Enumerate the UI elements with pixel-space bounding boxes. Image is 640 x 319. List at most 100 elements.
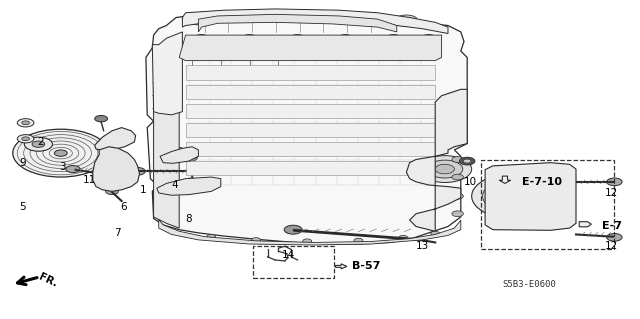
Circle shape bbox=[161, 147, 187, 160]
Text: 14: 14 bbox=[282, 250, 295, 260]
Text: 11: 11 bbox=[83, 175, 97, 185]
Polygon shape bbox=[93, 147, 140, 191]
Text: 9: 9 bbox=[19, 158, 26, 168]
Text: 6: 6 bbox=[120, 202, 127, 212]
Circle shape bbox=[460, 157, 475, 165]
Text: 12: 12 bbox=[605, 188, 618, 198]
Circle shape bbox=[494, 183, 545, 209]
Circle shape bbox=[161, 208, 170, 213]
Circle shape bbox=[399, 235, 408, 240]
Circle shape bbox=[95, 115, 108, 122]
Circle shape bbox=[452, 174, 463, 180]
Circle shape bbox=[66, 166, 80, 173]
Text: B-57: B-57 bbox=[352, 261, 380, 271]
Circle shape bbox=[112, 168, 122, 173]
Circle shape bbox=[252, 238, 260, 242]
Polygon shape bbox=[159, 219, 461, 245]
Circle shape bbox=[111, 137, 120, 142]
Circle shape bbox=[449, 137, 460, 143]
Text: 13: 13 bbox=[416, 241, 429, 251]
Circle shape bbox=[395, 15, 418, 26]
Circle shape bbox=[513, 193, 526, 199]
Polygon shape bbox=[179, 35, 442, 61]
Polygon shape bbox=[186, 85, 435, 99]
Circle shape bbox=[106, 188, 118, 195]
Circle shape bbox=[366, 40, 376, 45]
Polygon shape bbox=[160, 147, 198, 163]
Polygon shape bbox=[485, 163, 576, 230]
Circle shape bbox=[187, 39, 197, 44]
Text: 3: 3 bbox=[59, 162, 65, 173]
Polygon shape bbox=[157, 177, 221, 195]
Circle shape bbox=[427, 160, 463, 178]
Circle shape bbox=[328, 40, 338, 45]
Circle shape bbox=[452, 193, 463, 199]
Polygon shape bbox=[146, 11, 467, 244]
Circle shape bbox=[22, 137, 29, 141]
Circle shape bbox=[207, 234, 216, 239]
Circle shape bbox=[483, 178, 557, 215]
Circle shape bbox=[418, 156, 472, 182]
Polygon shape bbox=[406, 89, 467, 231]
Polygon shape bbox=[152, 32, 182, 115]
Text: 4: 4 bbox=[172, 180, 178, 190]
Text: 2: 2 bbox=[37, 137, 44, 147]
Circle shape bbox=[96, 180, 111, 187]
Circle shape bbox=[506, 189, 534, 203]
Circle shape bbox=[24, 137, 52, 151]
Circle shape bbox=[161, 122, 170, 127]
Circle shape bbox=[449, 118, 460, 124]
Polygon shape bbox=[182, 9, 448, 33]
Text: 7: 7 bbox=[114, 228, 120, 238]
Polygon shape bbox=[198, 14, 397, 32]
Circle shape bbox=[243, 34, 256, 41]
Polygon shape bbox=[579, 222, 591, 227]
Circle shape bbox=[161, 145, 170, 149]
Circle shape bbox=[607, 178, 622, 186]
Circle shape bbox=[472, 172, 568, 220]
Text: E-7-10: E-7-10 bbox=[522, 177, 562, 187]
Circle shape bbox=[431, 231, 440, 236]
Circle shape bbox=[284, 225, 302, 234]
Text: 10: 10 bbox=[464, 177, 477, 187]
Circle shape bbox=[435, 164, 454, 174]
Circle shape bbox=[387, 34, 400, 41]
Circle shape bbox=[291, 34, 304, 41]
Circle shape bbox=[224, 11, 243, 21]
Circle shape bbox=[17, 119, 34, 127]
Polygon shape bbox=[186, 142, 435, 156]
Circle shape bbox=[251, 40, 261, 45]
Text: 12: 12 bbox=[605, 241, 618, 251]
Text: E-7: E-7 bbox=[602, 221, 621, 232]
Circle shape bbox=[54, 150, 67, 156]
Circle shape bbox=[339, 34, 352, 41]
Circle shape bbox=[452, 211, 463, 217]
Polygon shape bbox=[186, 65, 435, 80]
Circle shape bbox=[424, 37, 434, 42]
Circle shape bbox=[106, 135, 125, 145]
Text: 1: 1 bbox=[140, 185, 146, 195]
Circle shape bbox=[13, 129, 109, 177]
Polygon shape bbox=[95, 128, 136, 151]
Polygon shape bbox=[499, 176, 511, 183]
Text: 5: 5 bbox=[19, 202, 26, 212]
Polygon shape bbox=[186, 123, 435, 137]
Circle shape bbox=[289, 40, 300, 45]
Circle shape bbox=[183, 154, 197, 161]
Text: 8: 8 bbox=[186, 213, 192, 224]
Circle shape bbox=[452, 157, 463, 162]
Polygon shape bbox=[154, 48, 179, 228]
Circle shape bbox=[398, 39, 408, 44]
Circle shape bbox=[195, 34, 208, 41]
Circle shape bbox=[219, 40, 229, 45]
Circle shape bbox=[161, 167, 170, 171]
Circle shape bbox=[106, 165, 129, 176]
Text: S5B3-E0600: S5B3-E0600 bbox=[502, 280, 556, 289]
Circle shape bbox=[354, 238, 363, 243]
Polygon shape bbox=[335, 264, 347, 269]
Circle shape bbox=[422, 34, 435, 41]
Circle shape bbox=[187, 13, 210, 25]
Circle shape bbox=[362, 13, 381, 22]
Circle shape bbox=[161, 100, 170, 104]
Circle shape bbox=[32, 141, 45, 147]
